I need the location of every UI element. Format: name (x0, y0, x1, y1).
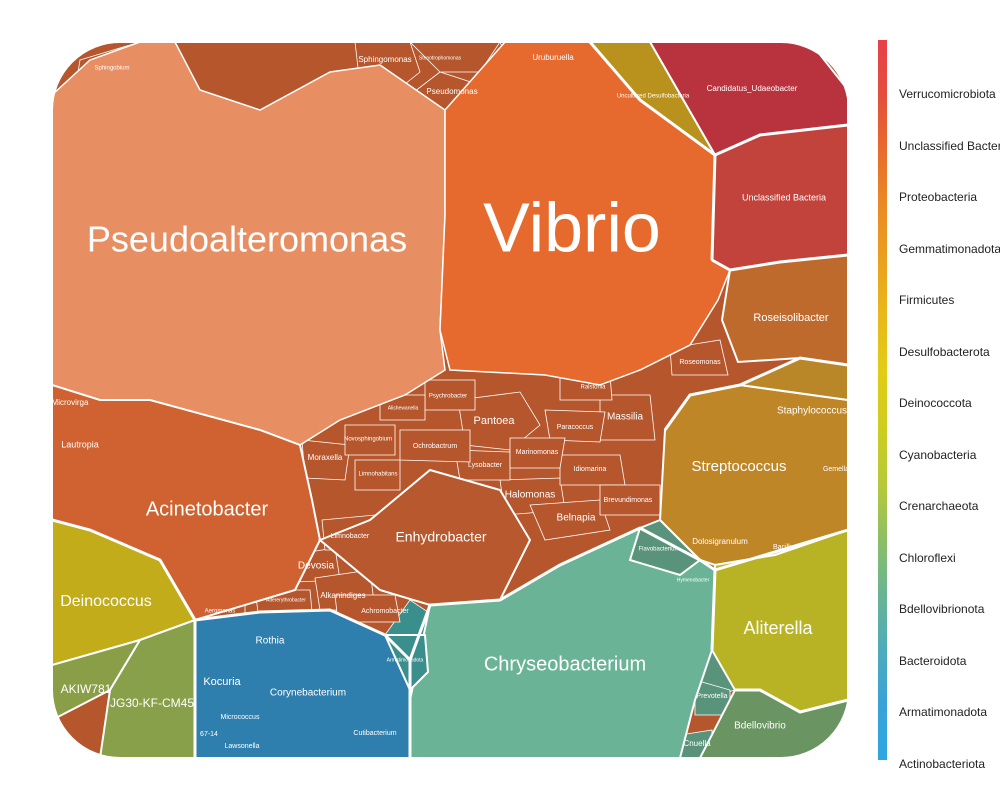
label-dolosigranulum: Dolosigranulum (692, 537, 748, 546)
label-rothia: Rothia (256, 636, 285, 647)
label-halomonas: Halomonas (505, 490, 556, 501)
cell-armatimonadota (383, 634, 430, 692)
label-67-14: 67-14 (200, 731, 218, 738)
label-bdellovibrio: Bdellovibrio (734, 721, 786, 732)
label-acinetobacter: Acinetobacter (146, 498, 269, 520)
label-deinococcus: Deinococcus (60, 593, 152, 610)
phylum-boundary-2 (663, 356, 849, 431)
label-moraxella: Moraxella (308, 453, 343, 462)
phylum-boundary-3 (711, 253, 849, 272)
legend-item-chloroflexi: Chloroflexi (899, 550, 956, 565)
legend-item-verrucomicrobiota: Verrucomicrobiota (899, 87, 996, 101)
label-belnapia: Belnapia (557, 513, 596, 524)
phylum-boundary-9 (735, 688, 849, 714)
label-chryseobacterium: Chryseobacterium (484, 653, 646, 675)
phylum-boundary-0 (52, 518, 412, 758)
label-massilia: Massilia (607, 412, 644, 423)
legend-item-bdellovibrionota: Bdellovibrionota (899, 602, 985, 616)
label-cnuella: Cnuella (683, 739, 711, 748)
phylum-boundary-1 (408, 526, 849, 661)
label-prevotella: Prevotella (696, 693, 727, 700)
label-sphingobium: Sphingobium (94, 66, 129, 72)
label-uruburuella: Uruburuella (532, 53, 574, 62)
label-gemella: Gemella (823, 466, 849, 473)
label-pseudoalteromonas: Pseudoalteromonas (87, 219, 407, 260)
cell-limnohabitans (354, 459, 401, 491)
cell-marinomonas (509, 437, 566, 469)
label-roseomonas: Roseomonas (679, 359, 721, 366)
cell-belnapia (529, 499, 611, 541)
label-novosphingobium: Novosphingobium (344, 437, 392, 443)
label-ochrobactrum: Ochrobactrum (413, 443, 458, 450)
legend-item-crenarchaeota: Crenarchaeota (899, 499, 979, 513)
label-uncultured-desulfobacteria: Uncultured Desulfobacteria (617, 94, 690, 100)
phylum-boundary-8 (710, 569, 717, 651)
label-pseudomonas: Pseudomonas (426, 87, 477, 96)
legend-color-bar (878, 40, 887, 760)
label-corynebacterium: Corynebacterium (270, 688, 346, 699)
label-aeromonas: Aeromonas (205, 609, 236, 615)
legend: Verrucomicrobiota Unclassified Bacteria Pr… (878, 40, 1000, 771)
legend-item-firmicutes: Firmicutes (899, 293, 955, 307)
label-achromobacter: Achromobacter (361, 608, 409, 615)
legend-item-armatimonadota: Armatimonadota (899, 705, 988, 719)
label-psychrobacter: Psychrobacter (429, 394, 467, 400)
label-akiw781: AKIW781 (61, 682, 112, 696)
cell-enhydrobacter (318, 468, 532, 607)
label-enhydrobacter: Enhydrobacter (395, 529, 486, 545)
label-pantoea: Pantoea (474, 415, 516, 427)
label-devosia: Devosia (298, 561, 335, 572)
label-alkanindiges: Alkanindiges (320, 591, 365, 600)
label-aliterella: Aliterella (743, 618, 813, 638)
cell-paracoccus (544, 409, 606, 443)
label-micrococcus: Micrococcus (221, 714, 260, 721)
label-ralstonia: Ralstonia (580, 385, 606, 391)
label-brevundimonas: Brevundimonas (604, 497, 653, 504)
legend-item-gemmatimonadota: Gemmatimonadota (899, 241, 1000, 256)
label-armatimonadota: Armatimonadota (387, 657, 424, 663)
label-staphylococcus: Staphylococcus (777, 406, 847, 417)
label-lysobacter: Lysobacter (468, 462, 503, 469)
label-hymenobacter: Hymenobacter (677, 577, 710, 583)
cell-roseisolibacter (720, 253, 849, 367)
legend-item-cyanobacteria: Cyanobacteria (899, 447, 977, 462)
legend-item-unclassified-bacteria: Unclassified Bacteria (899, 138, 1000, 153)
label-streptococcus: Streptococcus (691, 458, 786, 475)
label-roseisolibacter: Roseisolibacter (753, 312, 829, 324)
label-jg30-kf-cm45: JG30-KF-CM45 (110, 696, 194, 710)
cell-roseomonas (669, 339, 729, 376)
label-stenotrophomonas: Stenotrophomonas (419, 55, 462, 61)
label-altererythrobacter: Altererythrobacter (266, 597, 306, 603)
label-lawsonella: Lawsonella (224, 743, 259, 750)
label-paracoccus: Paracoccus (557, 424, 594, 431)
treemap-chart: Pseudoalteromonas Vibrio Acinetobacter Enhy… (51, 41, 850, 759)
legend-item-actinobacteriota: Actinobacteriota (899, 756, 986, 771)
legend-item-proteobacteria: Proteobacteria (899, 190, 978, 204)
label-bacillus: Bacillus (773, 544, 798, 551)
label-lautropia: Lautropia (61, 439, 99, 449)
phylum-boundary-5 (588, 42, 642, 101)
label-vibrio: Vibrio (483, 188, 661, 266)
label-idiomarina: Idiomarina (574, 466, 607, 473)
label-alishewanella: Alishewanella (388, 405, 419, 411)
legend-item-deinococcota: Deinococcota (899, 396, 972, 410)
label-candidatus-udaeobacter: Candidatus_Udaeobacter (707, 84, 798, 93)
label-flavobacterium: Flavobacterium (638, 547, 679, 553)
label-limnobacter: Limnobacter (331, 533, 370, 540)
cell-alishewanella (379, 394, 426, 421)
label-unclassified-bacteria: Unclassified Bacteria (742, 192, 826, 202)
cell-flavobacterium (628, 518, 702, 577)
legend-item-bacteroidota: Bacteroidota (899, 653, 967, 668)
label-cutibacterium: Cutibacterium (353, 730, 396, 737)
label-kocuria: Kocuria (203, 676, 241, 688)
label-marinomonas: Marinomonas (516, 449, 559, 456)
label-sphingomonas: Sphingomonas (358, 55, 411, 64)
legend-item-desulfobacterota: Desulfobacterota (899, 344, 990, 359)
cell-novosphingobium (344, 424, 396, 456)
label-limnohabitans: Limnohabitans (358, 472, 397, 478)
cell-ochrobactrum (399, 429, 471, 463)
phylum-boundary-6 (714, 123, 849, 157)
treemap-frame (51, 41, 850, 759)
label-microvirga: Microvirga (52, 398, 89, 407)
